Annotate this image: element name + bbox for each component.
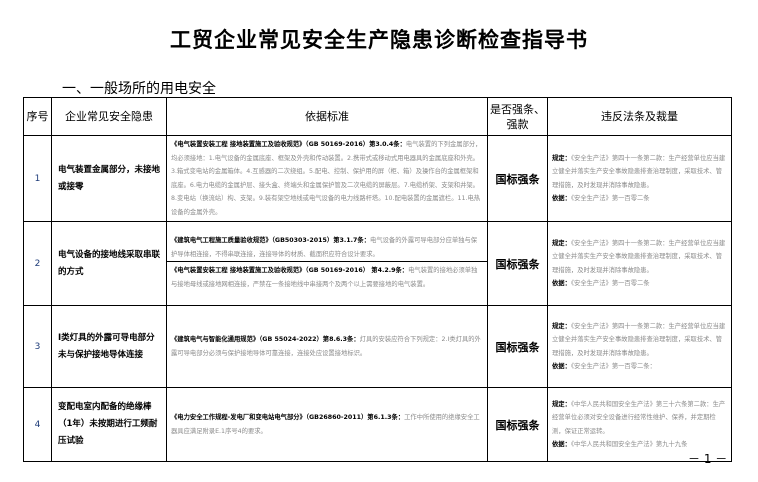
rule-text: 《安全生产法》第四十一条第二款：生产经营单位应当建立健全并落实生产安全事故隐患排… xyxy=(552,154,726,189)
rule-text: 《安全生产法》第四十一条第二款：生产经营单位应当建立健全并落实生产安全事故隐患排… xyxy=(552,239,726,274)
row-basis: 《建筑电气工程施工质量验收规范》（GB50303-2015）第3.1.7条：电气… xyxy=(166,221,488,306)
penalty-basis: 《安全生产法》第一百零二条 xyxy=(570,280,650,287)
basis-label: 依据： xyxy=(552,195,571,202)
row-seq: 3 xyxy=(23,305,52,388)
document-title: 工贸企业常见安全生产隐患诊断检查指导书 xyxy=(170,27,588,52)
section-heading: 一、一般场所的用电安全 xyxy=(62,81,216,97)
header-hazard: 企业常见安全隐患 xyxy=(51,97,167,136)
basis-clause: 《电力安全工作规程-发电厂和变电站电气部分》（GB26860-2011）第6.1… xyxy=(171,411,483,438)
basis-ref: 《电气装置安装工程 接地装置施工及验收规范》（GB 50169-2016）第3.… xyxy=(171,141,406,148)
basis-ref: 《建筑电气与智能化通用规范》（GB 55024-2022）第8.6.3条： xyxy=(171,336,360,343)
row-hazard: I类灯具的外露可导电部分未与保护接地导体连接 xyxy=(51,305,167,388)
header-basis: 依据标准 xyxy=(166,97,488,136)
table-row: 2 电气设备的接地线采取串联的方式 《建筑电气工程施工质量验收规范》（GB503… xyxy=(23,221,732,306)
basis-label: 依据： xyxy=(552,441,571,448)
basis-label: 依据： xyxy=(552,363,571,370)
basis-text: 工作中所使用的绝缘安全工器具应满足附录E.1序号4的要求。 xyxy=(171,414,480,435)
basis-text: 电气装置的接地必须单独与接地母线或接地网相连接，严禁在一条接地线中串接两个及两个… xyxy=(171,267,478,288)
basis-clause: 《建筑电气工程施工质量验收规范》（GB50303-2015）第3.1.7条：电气… xyxy=(171,234,483,261)
rule-label: 规定： xyxy=(552,154,571,162)
hazard-table: 序号 企业常见安全隐患 依据标准 是否强条、强款 违反法条及裁量 1 电气装置金… xyxy=(23,97,732,462)
header-strong: 是否强条、强款 xyxy=(487,97,548,136)
row-law: 规定：《安全生产法》第四十一条第二款：生产经营单位应当建立健全并落实生产安全事故… xyxy=(547,305,732,388)
penalty-basis: 《中华人民共和国安全生产法》第九十九条 xyxy=(570,441,688,448)
header-law: 违反法条及裁量 xyxy=(547,97,732,136)
row-basis: 《建筑电气与智能化通用规范》（GB 55024-2022）第8.6.3条：灯具的… xyxy=(166,305,488,388)
row-law: 规定：《安全生产法》第四十一条第二款：生产经营单位应当建立健全并落实生产安全事故… xyxy=(547,221,732,306)
row-seq: 1 xyxy=(23,135,52,222)
rule-label: 规定： xyxy=(552,322,571,330)
table-header: 序号 企业常见安全隐患 依据标准 是否强条、强款 违反法条及裁量 xyxy=(23,97,732,136)
table-row: 1 电气装置金属部分，未接地或接零 《电气装置安装工程 接地装置施工及验收规范》… xyxy=(23,135,732,222)
page-number: － 1 － xyxy=(688,452,728,466)
rule-text: 《中华人民共和国安全生产法》第三十六条第二款：生产经营单位必须对安全设备进行经常… xyxy=(552,400,726,435)
table-row: 4 变配电室内配备的绝缘棒（1年）未按期进行工频耐压试验 《电力安全工作规程-发… xyxy=(23,387,732,462)
basis-ref: 《电气装置安装工程 接地装置施工及验收规范》（GB 50169-2016） 第4… xyxy=(171,267,409,274)
penalty-basis: 《安全生产法》第一百零二条 xyxy=(570,195,650,202)
basis-ref: 《建筑电气工程施工质量验收规范》（GB50303-2015）第3.1.7条： xyxy=(171,237,371,244)
row-hazard: 电气装置金属部分，未接地或接零 xyxy=(51,135,167,222)
row-seq: 4 xyxy=(23,387,52,462)
basis-text: 灯具的安装应符合下列规定：2.I类灯具的外露可导电部分必须与保护接地导体可靠连接… xyxy=(171,336,481,357)
rule-label: 规定： xyxy=(552,400,571,408)
row-strong: 国标强条 xyxy=(487,305,548,388)
basis-text: 电气设备的外露可导电部分应单独与保护导体相连接，不得串联连接，连接导体的材质、截… xyxy=(171,237,478,258)
row-strong: 国标强条 xyxy=(487,387,548,462)
row-hazard: 变配电室内配备的绝缘棒（1年）未按期进行工频耐压试验 xyxy=(51,387,167,462)
basis-ref: 《电力安全工作规程-发电厂和变电站电气部分》（GB26860-2011）第6.1… xyxy=(171,414,405,421)
row-strong: 国标强条 xyxy=(487,135,548,222)
row-hazard: 电气设备的接地线采取串联的方式 xyxy=(51,221,167,306)
basis-clause: 《电气装置安装工程 接地装置施工及验收规范》（GB 50169-2016） 第4… xyxy=(167,261,487,293)
row-strong: 国标强条 xyxy=(487,221,548,306)
penalty-basis: 《安全生产法》第一百零二条： xyxy=(570,363,656,370)
row-law: 规定：《中华人民共和国安全生产法》第三十六条第二款：生产经营单位必须对安全设备进… xyxy=(547,387,732,462)
rule-label: 规定： xyxy=(552,239,571,247)
row-law: 规定：《安全生产法》第四十一条第二款：生产经营单位应当建立健全并落实生产安全事故… xyxy=(547,135,732,222)
basis-text: 电气装置的下列金属部分，均必须接地：1.电气设备的金属底座、框架及外壳和传动装置… xyxy=(171,141,482,216)
header-seq: 序号 xyxy=(23,97,52,136)
row-seq: 2 xyxy=(23,221,52,306)
basis-clause: 《建筑电气与智能化通用规范》（GB 55024-2022）第8.6.3条：灯具的… xyxy=(171,333,483,360)
row-basis: 《电力安全工作规程-发电厂和变电站电气部分》（GB26860-2011）第6.1… xyxy=(166,387,488,462)
basis-clause: 《电气装置安装工程 接地装置施工及验收规范》（GB 50169-2016）第3.… xyxy=(171,138,483,219)
basis-label: 依据： xyxy=(552,280,571,287)
row-basis: 《电气装置安装工程 接地装置施工及验收规范》（GB 50169-2016）第3.… xyxy=(166,135,488,222)
rule-text: 《安全生产法》第四十一条第二款：生产经营单位应当建立健全并落实生产安全事故隐患排… xyxy=(552,322,726,357)
table-row: 3 I类灯具的外露可导电部分未与保护接地导体连接 《建筑电气与智能化通用规范》（… xyxy=(23,305,732,388)
